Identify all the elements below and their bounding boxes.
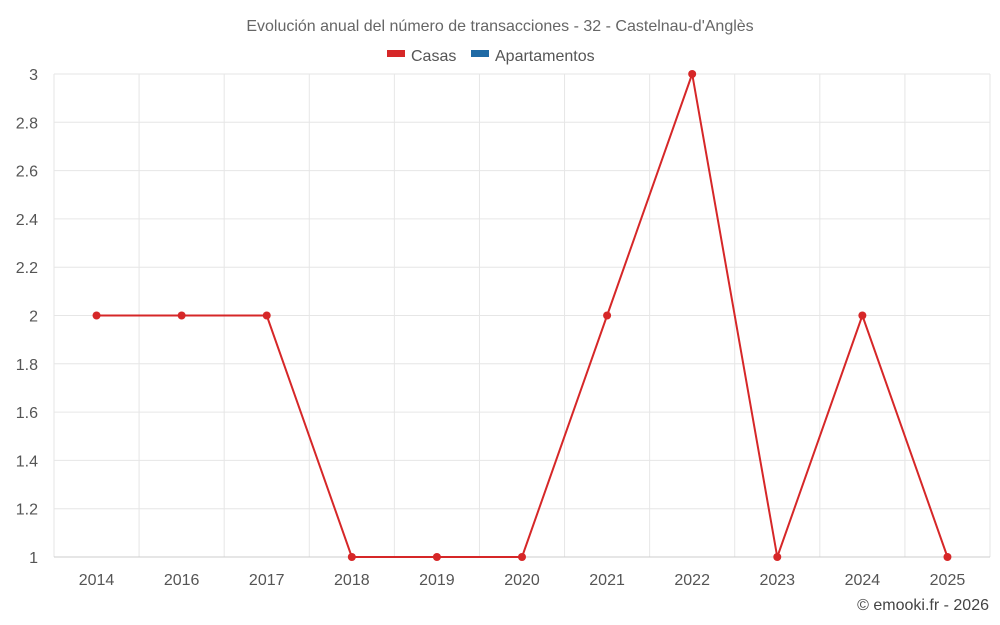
legend-swatch-casas[interactable] bbox=[387, 50, 405, 57]
y-tick-label: 3 bbox=[29, 67, 38, 84]
x-tick-label: 2016 bbox=[164, 572, 200, 589]
data-point-casas-2020[interactable] bbox=[518, 553, 526, 561]
data-point-casas-2025[interactable] bbox=[943, 553, 952, 561]
data-point-casas-2017[interactable] bbox=[262, 311, 271, 320]
y-axis: 1 1.2 1.4 1.6 1.8 2 2.2 2.4 2.6 2.8 3 bbox=[16, 67, 38, 567]
legend-label-casas[interactable]: Casas bbox=[411, 48, 456, 65]
chart-title: Evolución anual del número de transaccio… bbox=[246, 18, 753, 35]
legend-label-apartamentos[interactable]: Apartamentos bbox=[495, 48, 595, 65]
y-tick-label: 2.2 bbox=[16, 260, 38, 277]
y-tick-label: 2.4 bbox=[16, 212, 38, 229]
data-point-casas-2019[interactable] bbox=[432, 553, 441, 561]
x-tick-label: 2022 bbox=[674, 572, 710, 589]
data-point-casas-2024[interactable] bbox=[858, 311, 867, 320]
x-tick-label: 2025 bbox=[930, 572, 966, 589]
y-tick-label: 1.6 bbox=[16, 405, 38, 422]
legend: Casas Apartamentos bbox=[387, 48, 595, 65]
data-point-casas-2016[interactable] bbox=[177, 311, 186, 320]
y-tick-label: 2.8 bbox=[16, 115, 38, 132]
data-point-casas-2021[interactable] bbox=[603, 311, 612, 320]
data-point-casas-2023[interactable] bbox=[773, 553, 782, 561]
series-layer bbox=[92, 70, 952, 561]
legend-swatch-apartamentos[interactable] bbox=[471, 50, 489, 57]
x-axis: 2014 2016 2017 2018 2019 2020 2021 2022 2023 2024… bbox=[54, 556, 990, 589]
x-tick-label: 2017 bbox=[249, 572, 285, 589]
y-tick-label: 1 bbox=[29, 550, 38, 567]
data-point-casas-2018[interactable] bbox=[347, 553, 356, 561]
credit-text: © emooki.fr - 2026 bbox=[857, 597, 989, 614]
x-tick-label: 2020 bbox=[504, 572, 540, 589]
x-tick-label: 2014 bbox=[79, 572, 115, 589]
x-tick-label: 2023 bbox=[759, 572, 795, 589]
y-tick-label: 1.8 bbox=[16, 357, 38, 374]
x-tick-label: 2018 bbox=[334, 572, 370, 589]
data-point-casas-2022[interactable] bbox=[688, 70, 697, 78]
x-tick-label: 2019 bbox=[419, 572, 455, 589]
y-tick-label: 2 bbox=[29, 309, 38, 326]
y-tick-label: 1.2 bbox=[16, 502, 38, 519]
x-tick-label: 2021 bbox=[589, 572, 625, 589]
x-tick-label: 2024 bbox=[845, 572, 881, 589]
data-point-casas-2014[interactable] bbox=[92, 311, 101, 320]
y-tick-label: 1.4 bbox=[16, 453, 38, 470]
y-tick-label: 2.6 bbox=[16, 164, 38, 181]
